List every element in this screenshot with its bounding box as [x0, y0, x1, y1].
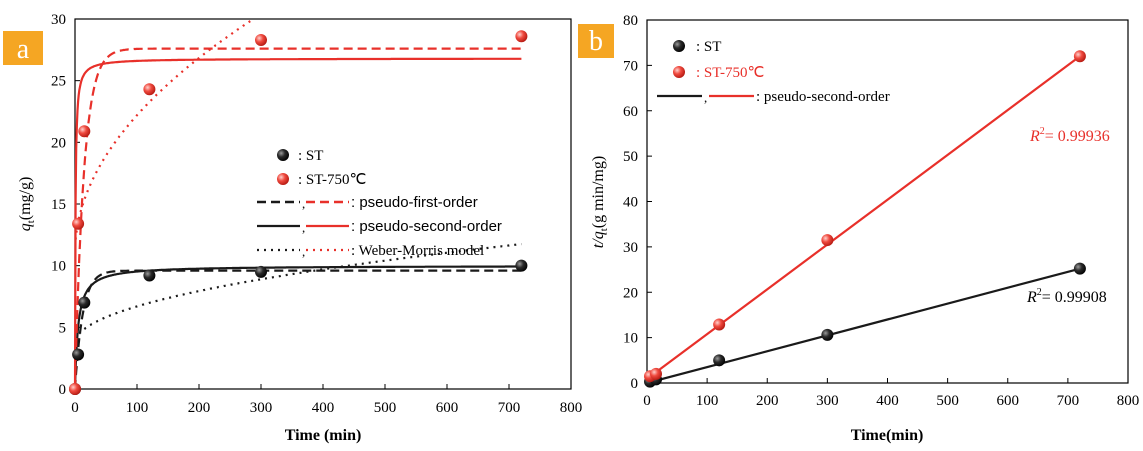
legend-label-pfo: : pseudo-first-order — [351, 194, 478, 211]
weber-morris-curve-st — [74, 243, 522, 341]
legend-b-pso-comma: , — [704, 90, 707, 105]
legend-marker-st — [277, 149, 289, 161]
data-point-st750 — [821, 234, 834, 247]
weber-morris-curve-st750 — [74, 18, 254, 240]
legend-pso-comma: , — [302, 220, 305, 235]
data-point-st750 — [515, 30, 528, 43]
x-tick-label: 200 — [756, 393, 779, 409]
panel-b-label-box — [578, 24, 614, 58]
legend-b-marker-st — [673, 40, 685, 52]
y-tick-label: 5 — [59, 320, 67, 336]
r2-annotation-st: R2= 0.99908 — [1026, 287, 1107, 306]
y-tick-label: 50 — [623, 149, 638, 165]
y-tick-label: 30 — [623, 240, 638, 256]
panel-a-ylabel-text: qt(mg/g) — [17, 177, 37, 232]
panel-a-frame — [74, 18, 572, 390]
x-tick-label: 400 — [876, 393, 899, 409]
data-point-st — [713, 354, 726, 367]
x-tick-label: 0 — [643, 393, 651, 409]
y-tick-label: 40 — [623, 195, 638, 211]
panel-b-ticks: 0 100 200 300 400 500 600 700 800 0 10 20 30 40 50 60 70… — [623, 13, 1139, 409]
legend-b-label-pso: : pseudo-second-order — [756, 89, 890, 105]
legend-b-marker-st750 — [673, 66, 685, 78]
panel-a: 0 100 200 300 400 500 600 700 800 0 5 10 15 20 25 30 Ti… — [3, 12, 582, 444]
pseudo-first-order-curve-st750 — [73, 47, 522, 390]
legend-b-label-st750: : ST-750℃ — [696, 65, 764, 81]
data-point-st — [143, 269, 156, 282]
y-tick-label: 10 — [51, 259, 66, 275]
x-tick-label: 700 — [1057, 393, 1080, 409]
data-point-st — [255, 265, 267, 278]
y-tick-label: 80 — [623, 13, 638, 29]
y-tick-label: 25 — [51, 74, 66, 90]
data-point-st750 — [72, 217, 85, 230]
data-point-st — [1073, 262, 1086, 275]
panel-a-ticks: 0 100 200 300 400 500 600 700 800 0 5 10 15 20 25 30 — [51, 12, 582, 416]
panel-b-fit-lines — [646, 55, 1081, 385]
pseudo-first-order-curve-st — [73, 269, 522, 390]
y-tick-label: 15 — [51, 197, 66, 213]
panel-a-ylabel: qt(mg/g) — [17, 177, 37, 232]
x-tick-label: 600 — [436, 400, 459, 416]
data-point-st750 — [713, 318, 726, 331]
data-point-st — [515, 259, 528, 272]
panel-b-label: b — [589, 26, 603, 57]
data-point-st — [78, 296, 91, 309]
y-tick-label: 0 — [59, 382, 67, 398]
legend-wm-comma: , — [302, 244, 305, 259]
panel-b-legend: : ST : ST-750℃ , : pseudo-second-order — [657, 39, 890, 105]
x-tick-label: 200 — [188, 400, 211, 416]
data-point-st — [72, 348, 85, 361]
x-tick-label: 100 — [126, 400, 149, 416]
data-point-st750 — [78, 125, 91, 138]
panel-a-label: a — [17, 34, 30, 65]
data-point-st — [821, 328, 834, 341]
y-tick-label: 20 — [623, 285, 638, 301]
data-point-st750 — [650, 367, 663, 380]
y-tick-label: 10 — [623, 331, 638, 347]
panel-b-ylabel-text: t/qt(g min/mg) — [590, 156, 610, 248]
legend-marker-st750 — [277, 173, 289, 185]
panel-a-legend: : ST : ST-750℃ , : pseudo-first-order , … — [257, 148, 502, 259]
legend-pfo-comma: , — [302, 196, 305, 211]
legend-label-st750: : ST-750℃ — [298, 172, 366, 188]
x-tick-label: 500 — [936, 393, 959, 409]
legend-label-wm: : Weber-Morris model — [351, 243, 484, 259]
y-tick-label: 0 — [631, 376, 639, 392]
legend-label-pso: : pseudo-second-order — [351, 218, 502, 235]
data-point-st750 — [255, 33, 267, 46]
x-tick-label: 0 — [71, 400, 79, 416]
panel-b-xlabel: Time(min) — [851, 427, 924, 444]
x-tick-label: 800 — [1117, 393, 1140, 409]
x-tick-label: 300 — [250, 400, 273, 416]
panel-a-label-box — [3, 31, 43, 65]
x-tick-label: 100 — [696, 393, 719, 409]
data-point-st750 — [143, 83, 156, 96]
pseudo-second-order-curve-st — [73, 265, 522, 390]
x-tick-label: 600 — [997, 393, 1020, 409]
legend-b-label-st: : ST — [696, 39, 721, 55]
y-tick-label: 60 — [623, 104, 638, 120]
pseudo-second-order-curve-st750 — [73, 57, 522, 390]
legend-label-st: : ST — [298, 148, 323, 164]
y-tick-label: 30 — [51, 12, 66, 28]
x-tick-label: 500 — [374, 400, 397, 416]
panel-a-xlabel: Time (min) — [285, 427, 362, 444]
y-tick-label: 20 — [51, 135, 66, 151]
data-point-st750 — [1073, 50, 1086, 63]
panel-b: 0 100 200 300 400 500 600 700 800 0 10 20 30 40 50 60 70… — [578, 13, 1139, 444]
panel-a-data-points — [69, 30, 528, 395]
x-tick-label: 400 — [312, 400, 335, 416]
x-tick-label: 700 — [498, 400, 521, 416]
r2-annotation-st750: R2= 0.99936 — [1029, 126, 1110, 145]
linear-fit-line-st — [646, 267, 1081, 385]
x-tick-label: 800 — [560, 400, 583, 416]
data-point-st750 — [69, 383, 81, 395]
y-tick-label: 70 — [623, 58, 638, 74]
panel-b-data-points — [644, 50, 1086, 388]
panel-b-ylabel: t/qt(g min/mg) — [590, 156, 610, 248]
x-tick-label: 300 — [816, 393, 839, 409]
